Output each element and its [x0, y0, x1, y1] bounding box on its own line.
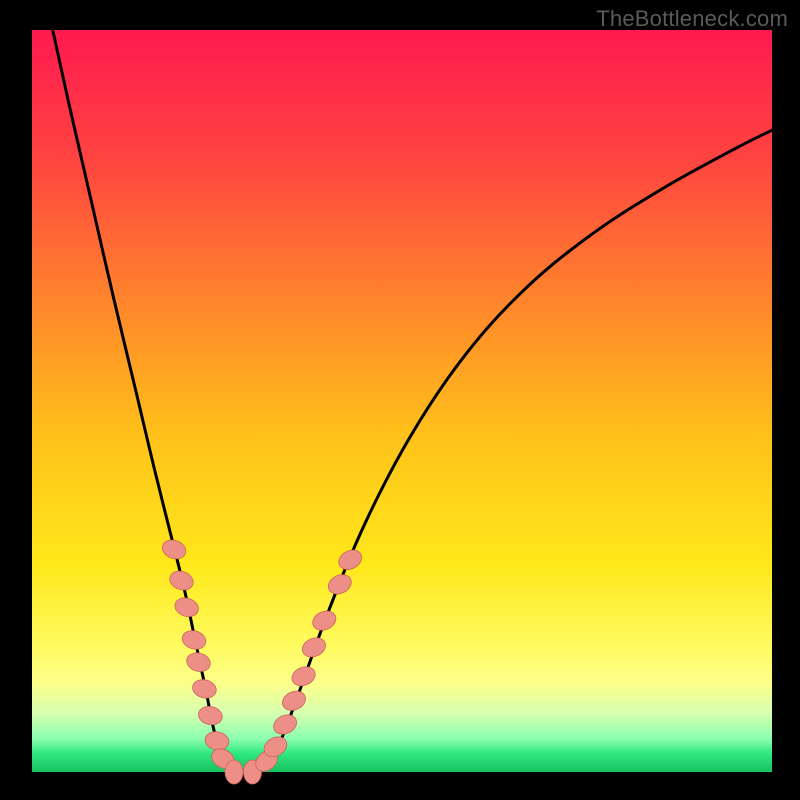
right-marker: [299, 634, 328, 660]
left-marker: [184, 650, 212, 674]
left-marker: [180, 628, 208, 652]
right-marker: [270, 711, 299, 738]
right-marker: [279, 688, 308, 714]
plot-area: [32, 30, 772, 772]
left-marker: [191, 677, 219, 700]
bottom-marker: [225, 760, 243, 784]
left-marker: [172, 595, 200, 620]
right-marker: [325, 571, 354, 598]
left-marker: [204, 730, 231, 752]
left-marker: [160, 537, 189, 562]
right-marker: [310, 608, 339, 634]
bottleneck-curve-chart: [32, 30, 772, 772]
watermark-text: TheBottleneck.com: [596, 6, 788, 32]
left-marker: [167, 568, 196, 593]
right-marker: [335, 546, 365, 573]
right-marker: [289, 663, 318, 689]
curve-right-branch: [236, 130, 773, 772]
left-marker: [197, 704, 224, 727]
